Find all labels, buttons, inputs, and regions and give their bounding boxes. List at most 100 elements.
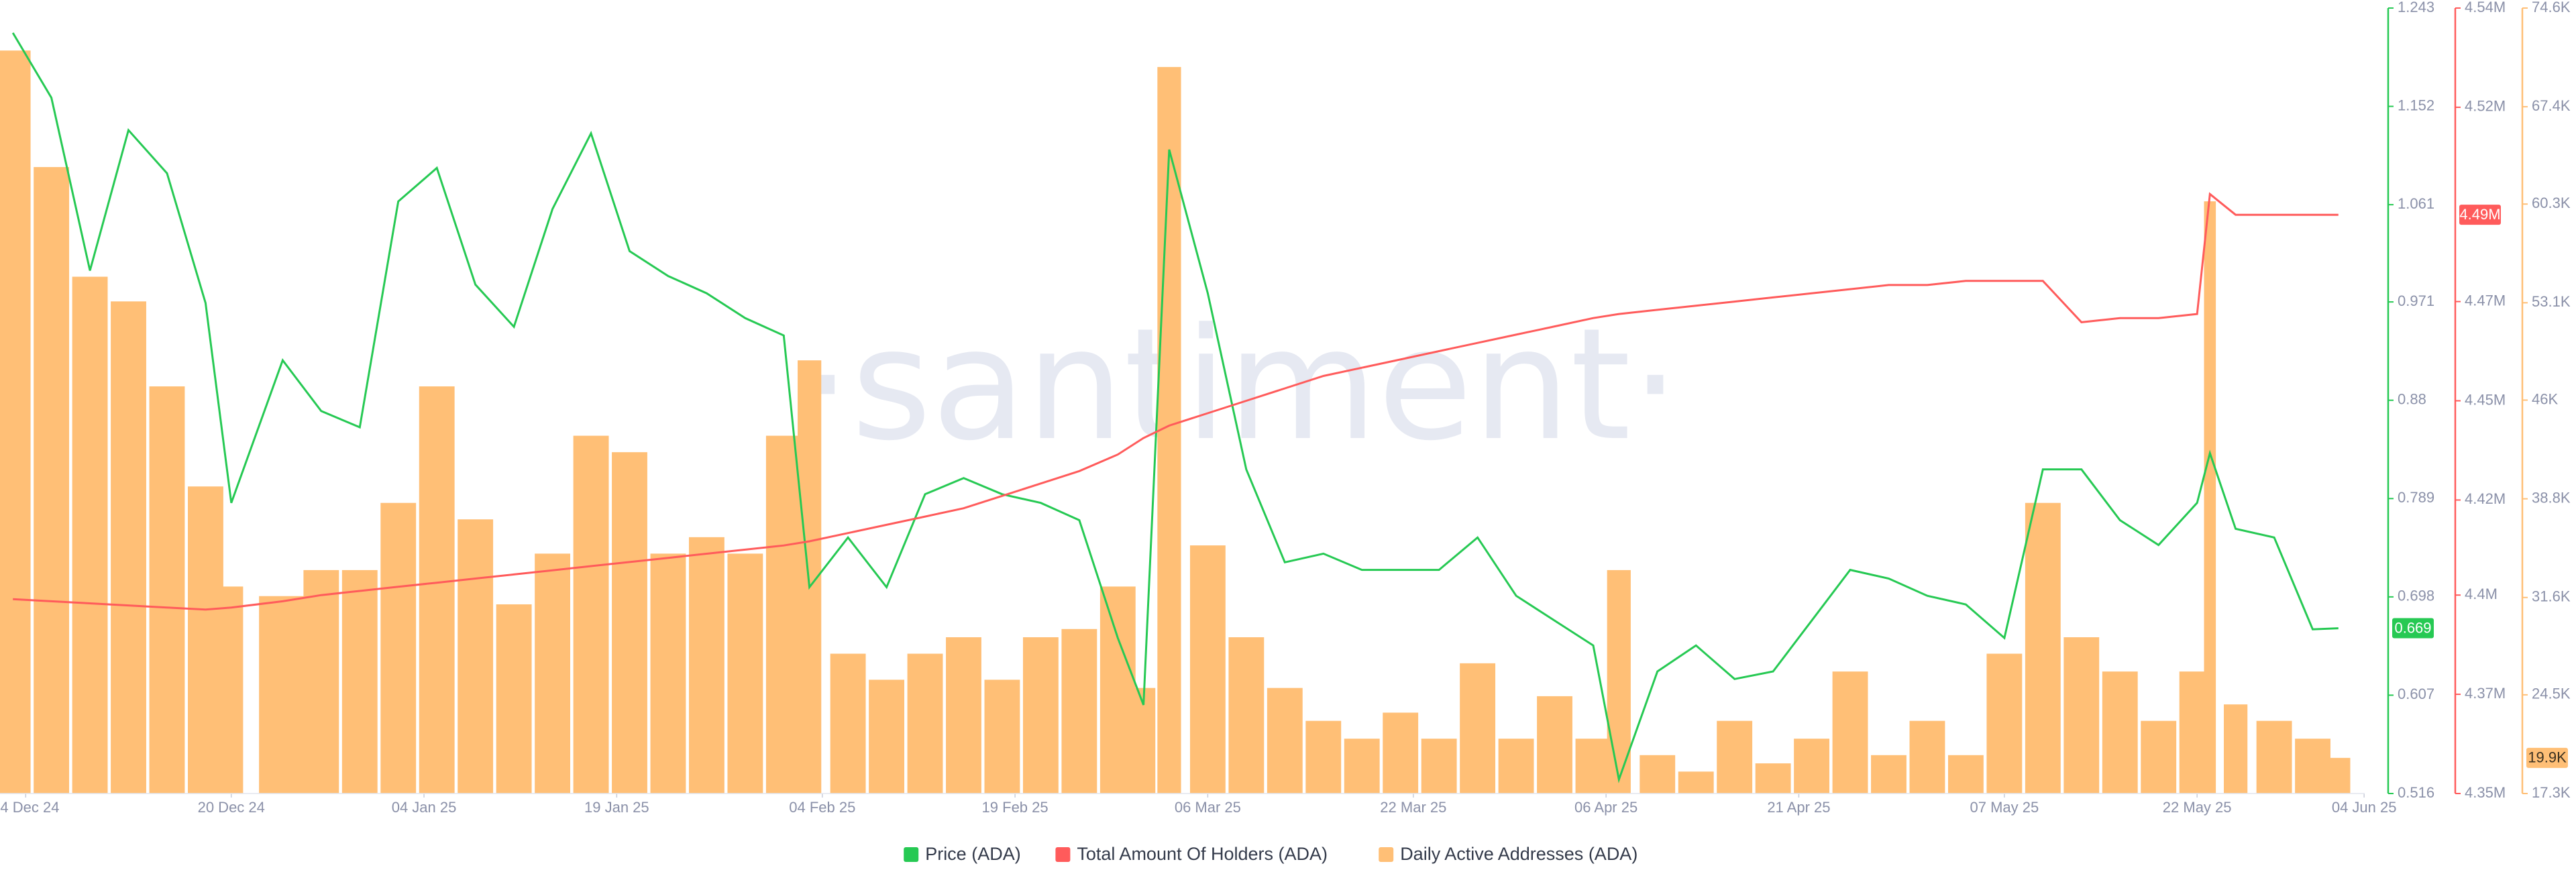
bar [259, 596, 307, 794]
bar [380, 502, 417, 794]
bar [1498, 739, 1534, 794]
bar [1947, 755, 1984, 794]
bar [984, 679, 1020, 794]
bar [1717, 720, 1753, 794]
line [11, 32, 2339, 783]
x-tick-label: 19 Jan 25 [584, 799, 649, 816]
bar [0, 50, 31, 794]
bar [2102, 671, 2138, 794]
bar [1099, 586, 1136, 794]
y-tick-label: 4.47M [2465, 292, 2506, 309]
y-tick-label: 0.789 [2398, 489, 2434, 506]
x-tick-label: 04 Jun 25 [2332, 799, 2397, 816]
bar [907, 653, 943, 794]
bar [612, 452, 647, 794]
bar [650, 553, 686, 794]
bar [149, 386, 185, 794]
bar [1189, 545, 1226, 794]
y-tick-label: 67.4K [2532, 97, 2571, 114]
bar [869, 679, 904, 794]
current-value-label: 4.49M [2459, 206, 2500, 223]
legend-label: Total Amount Of Holders (ADA) [1077, 844, 1328, 864]
y-tick-label: 60.3K [2532, 195, 2571, 211]
y-tick-label: 1.243 [2398, 0, 2434, 15]
bar [1305, 720, 1342, 794]
y-tick-label: 0.607 [2398, 686, 2434, 702]
bar [1061, 629, 1097, 794]
y-tick-label: 4.45M [2465, 391, 2506, 408]
bar [1022, 637, 1059, 794]
bar [419, 386, 455, 794]
legend-swatch [1379, 847, 1394, 862]
bar [2224, 704, 2248, 794]
bar [727, 553, 763, 794]
y-tick-label: 17.3K [2532, 784, 2571, 801]
bar [2141, 720, 2177, 794]
bar [765, 435, 802, 794]
y-tick-label: 4.35M [2465, 784, 2506, 801]
x-tick-label: 06 Apr 25 [1574, 799, 1638, 816]
bar [496, 604, 532, 794]
y-tick-label: 24.5K [2532, 686, 2571, 702]
y-tick-label: 0.698 [2398, 588, 2434, 604]
legend-swatch [1055, 847, 1071, 862]
current-value-label: 19.9K [2528, 749, 2567, 766]
x-tick-label: 20 Dec 24 [198, 799, 265, 816]
x-tick-label: 04 Feb 25 [789, 799, 855, 816]
bar [2326, 757, 2351, 794]
y-tick-label: 1.061 [2398, 195, 2434, 212]
bar [341, 569, 378, 794]
current-value-box [2459, 205, 2501, 225]
x-tick-label: 07 May 25 [1970, 799, 2039, 816]
bar [2025, 502, 2061, 794]
y-tick-label: 4.42M [2465, 490, 2506, 507]
y-tick-label: 74.6K [2532, 0, 2571, 15]
y-tick-label: 38.8K [2532, 489, 2571, 506]
y-tick-label: 0.88 [2398, 391, 2426, 408]
x-tick-label: 21 Apr 25 [1767, 799, 1830, 816]
legend-label: Price (ADA) [925, 844, 1021, 864]
bar [1678, 771, 1714, 794]
bar [1755, 763, 1791, 794]
bar [573, 435, 609, 794]
bar [188, 486, 223, 794]
line [13, 192, 2339, 611]
bar [303, 569, 339, 794]
x-tick-label: 06 Mar 25 [1175, 799, 1241, 816]
bar [1383, 712, 1419, 794]
bar [1607, 569, 1631, 794]
y-tick-label: 46K [2532, 390, 2558, 407]
bar [1537, 696, 1572, 794]
legend-swatch [904, 847, 919, 862]
current-value-label: 0.669 [2394, 619, 2431, 636]
bar [1344, 739, 1380, 794]
y-tick-label: 4.54M [2465, 0, 2506, 15]
bar [2256, 720, 2292, 794]
y-tick-label: 31.6K [2532, 588, 2571, 605]
bar [1267, 688, 1303, 794]
bar [1794, 739, 1830, 794]
x-tick-label: 22 Mar 25 [1380, 799, 1446, 816]
x-tick-label: 19 Feb 25 [982, 799, 1049, 816]
y-tick-label: 4.37M [2465, 685, 2506, 702]
bar [1832, 671, 1868, 794]
y-tick-label: 53.1K [2532, 293, 2571, 310]
y-tick-label: 0.971 [2398, 292, 2434, 309]
bar [111, 301, 146, 794]
y-tick-label: 4.4M [2465, 586, 2498, 602]
legend-label: Daily Active Addresses (ADA) [1400, 844, 1638, 864]
bar [2063, 637, 2100, 794]
y-tick-label: 4.52M [2465, 98, 2506, 115]
bar [219, 586, 244, 794]
bar [2295, 739, 2330, 794]
bar [458, 519, 494, 794]
bar [72, 276, 108, 794]
bar [946, 637, 981, 794]
current-value-box [2392, 618, 2434, 639]
bar [1228, 637, 1265, 794]
x-tick-label: 04 Dec 24 [0, 799, 59, 816]
x-tick-label: 04 Jan 25 [392, 799, 457, 816]
y-tick-label: 1.152 [2398, 97, 2434, 113]
bar [535, 553, 571, 794]
bar [1986, 653, 2023, 794]
